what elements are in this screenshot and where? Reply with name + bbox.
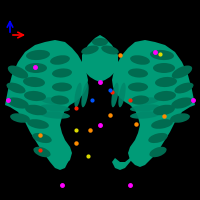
Ellipse shape [52, 68, 72, 78]
Ellipse shape [131, 97, 159, 105]
Polygon shape [112, 155, 135, 170]
Ellipse shape [130, 111, 160, 119]
Ellipse shape [8, 66, 28, 78]
Ellipse shape [81, 83, 89, 107]
Ellipse shape [26, 50, 50, 60]
Ellipse shape [151, 119, 173, 129]
Ellipse shape [40, 104, 70, 112]
Polygon shape [5, 40, 88, 167]
Ellipse shape [51, 95, 69, 105]
Ellipse shape [33, 147, 51, 157]
Ellipse shape [25, 105, 47, 115]
Ellipse shape [153, 105, 175, 115]
Ellipse shape [130, 55, 150, 65]
Ellipse shape [74, 83, 82, 107]
Ellipse shape [10, 113, 30, 123]
Ellipse shape [23, 77, 45, 87]
Ellipse shape [154, 91, 176, 101]
Ellipse shape [128, 68, 148, 78]
Ellipse shape [171, 97, 193, 109]
Ellipse shape [32, 133, 52, 143]
Ellipse shape [7, 97, 29, 109]
Ellipse shape [27, 119, 49, 129]
Ellipse shape [128, 82, 148, 92]
Ellipse shape [92, 38, 108, 46]
Ellipse shape [130, 104, 160, 112]
Ellipse shape [174, 83, 194, 93]
Polygon shape [112, 40, 195, 167]
Ellipse shape [81, 45, 99, 55]
Ellipse shape [111, 83, 119, 107]
Ellipse shape [170, 113, 190, 123]
Ellipse shape [155, 77, 177, 87]
Ellipse shape [40, 111, 70, 119]
Ellipse shape [101, 45, 119, 55]
Ellipse shape [50, 55, 70, 65]
Polygon shape [82, 35, 118, 82]
Ellipse shape [41, 97, 69, 105]
Ellipse shape [149, 147, 167, 157]
Ellipse shape [153, 63, 175, 73]
Ellipse shape [118, 83, 126, 107]
Ellipse shape [172, 66, 192, 78]
Polygon shape [45, 155, 68, 170]
Ellipse shape [52, 82, 72, 92]
Ellipse shape [148, 133, 168, 143]
Ellipse shape [24, 91, 46, 101]
Ellipse shape [6, 83, 26, 93]
Ellipse shape [150, 50, 174, 60]
Ellipse shape [131, 95, 149, 105]
Ellipse shape [25, 63, 47, 73]
